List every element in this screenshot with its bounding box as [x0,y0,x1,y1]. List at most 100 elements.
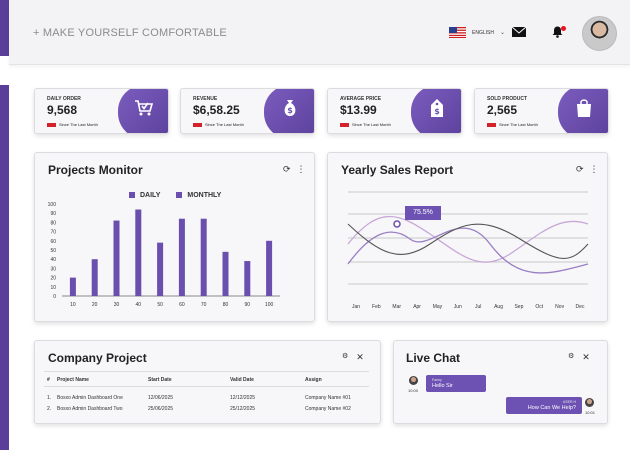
y-tick-label: 40 [50,257,56,263]
chat-message-outgoing: USER H How Can We Help? [506,397,582,414]
table-header: # [47,377,50,383]
more-vertical-icon[interactable]: ⋮ [589,164,599,174]
brand-tagline: + MAKE YOURSELF COMFORTABLE [33,27,227,39]
table-cell: 12/12/2025 [230,395,256,401]
stat-icon-blob [558,89,608,133]
stat-card-sold-product[interactable]: SOLD PRODUCT 2,565 Since The Last Month [474,88,609,134]
projects-monitor-title: Projects Monitor [48,163,143,177]
refresh-icon[interactable]: ⟳ [283,164,291,174]
series-line [347,216,589,263]
y-tick-label: 80 [50,220,56,226]
y-tick-label: 100 [48,202,57,208]
x-tick-label: 40 [136,302,142,308]
stat-value: 2,565 [487,103,518,117]
table-cell: 2. [47,406,52,412]
table-cell: 25/12/2025 [230,406,256,412]
table-cell: Bosxo Admin Dashboard Two [57,406,123,412]
x-tick-label: Jun [454,304,462,310]
x-tick-label: Nov [555,304,564,310]
table-cell: 25/06/2025 [148,406,174,412]
stat-since: Since The Last Month [47,122,98,127]
table-cell: Bosxo Admin Dashboard One [57,395,123,401]
table-cell: Company Name #01 [305,395,351,401]
stat-value: 9,568 [47,103,78,117]
x-tick-label: May [433,304,443,310]
table-header: Start Date [148,377,172,383]
stat-value: $13.99 [340,103,377,117]
stat-icon-blob: $ [411,89,461,133]
bar [113,220,120,296]
mail-icon[interactable] [512,27,526,37]
sales-percentage-badge: 75.5% [405,206,441,220]
y-tick-label: 20 [50,276,56,282]
x-tick-label: 10 [70,302,76,308]
x-tick-label: 60 [179,302,185,308]
stat-since: Since The Last Month [193,122,244,127]
language-selector[interactable]: ENGLISH ⌄ [449,27,505,38]
chat-time: 10:01 [585,410,596,415]
x-tick-label: 80 [223,302,229,308]
chat-message-incoming: Fanny Hello Sir [426,375,486,392]
x-tick-label: 90 [245,302,251,308]
table-cell: Company Name #02 [305,406,351,412]
y-tick-label: 90 [50,211,56,217]
notification-dot [561,26,566,31]
us-flag-icon [449,27,466,38]
table-cell: 12/06/2025 [148,395,174,401]
highlight-point [393,220,401,228]
x-tick-label: Aug [494,304,503,310]
stat-card-average-price[interactable]: AVERAGE PRICE $13.99 Since The Last Mont… [327,88,462,134]
legend-daily: DAILY [129,192,160,199]
legend-monthly: MONTHLY [176,192,221,199]
shopping-bag-icon [577,99,591,117]
chat-sender: USER H [562,400,576,404]
top-bar: + MAKE YOURSELF COMFORTABLE ENGLISH ⌄ [9,0,630,65]
stat-label: SOLD PRODUCT [487,96,527,102]
table-header: Valid Date [230,377,254,383]
bar [69,277,76,296]
stat-label: AVERAGE PRICE [340,96,382,102]
bar [266,240,273,296]
chat-text: Hello Sir [432,383,453,389]
refresh-icon[interactable]: ⟳ [576,164,584,174]
x-tick-label: 30 [114,302,120,308]
stat-icon-blob [118,89,168,133]
x-tick-label: 100 [265,302,274,308]
series-line [347,227,589,274]
x-tick-label: Feb [372,304,381,310]
settings-icon[interactable]: ⚙ [568,353,575,360]
left-accent-bar [0,85,9,450]
stat-value: $6,58.25 [193,103,240,117]
bar [91,259,98,296]
x-tick-label: Dec [576,304,585,310]
svg-text:$: $ [287,106,293,115]
money-bag-icon: $ [284,100,296,116]
table-header: Project Name [57,377,89,383]
y-tick-label: 10 [50,285,56,291]
stat-card-revenue[interactable]: REVENUE $6,58.25 Since The Last Month $ [180,88,315,134]
svg-text:$: $ [434,107,440,116]
stat-since: Since The Last Month [487,122,538,127]
x-tick-label: Apr [413,304,421,310]
stat-label: REVENUE [193,96,218,102]
stat-card-daily-order[interactable]: DAILY ORDER 9,568 Since The Last Month [34,88,169,134]
close-icon[interactable]: ✕ [356,352,364,362]
y-tick-label: 50 [50,248,56,254]
x-tick-label: Oct [535,304,543,310]
stat-since: Since The Last Month [340,122,391,127]
bell-icon[interactable] [552,26,563,38]
close-icon[interactable]: ✕ [582,352,590,362]
x-tick-label: Sep [514,304,523,310]
avatar[interactable] [582,16,617,51]
yearly-sales-chart: Jan Feb Mar Apr May Jun Jul Aug Sep Oct Nov Dec [347,191,589,310]
cart-check-icon [135,100,154,116]
bar [157,242,164,296]
more-vertical-icon[interactable]: ⋮ [296,164,306,174]
table-header: Assign [305,377,322,383]
settings-icon[interactable]: ⚙ [342,353,349,360]
chevron-down-icon: ⌄ [499,30,505,36]
chat-time: 10:00 [408,388,419,393]
chart-legend: DAILY MONTHLY [129,192,221,199]
x-tick-label: Jan [352,304,360,310]
left-accent-bar [0,0,9,56]
